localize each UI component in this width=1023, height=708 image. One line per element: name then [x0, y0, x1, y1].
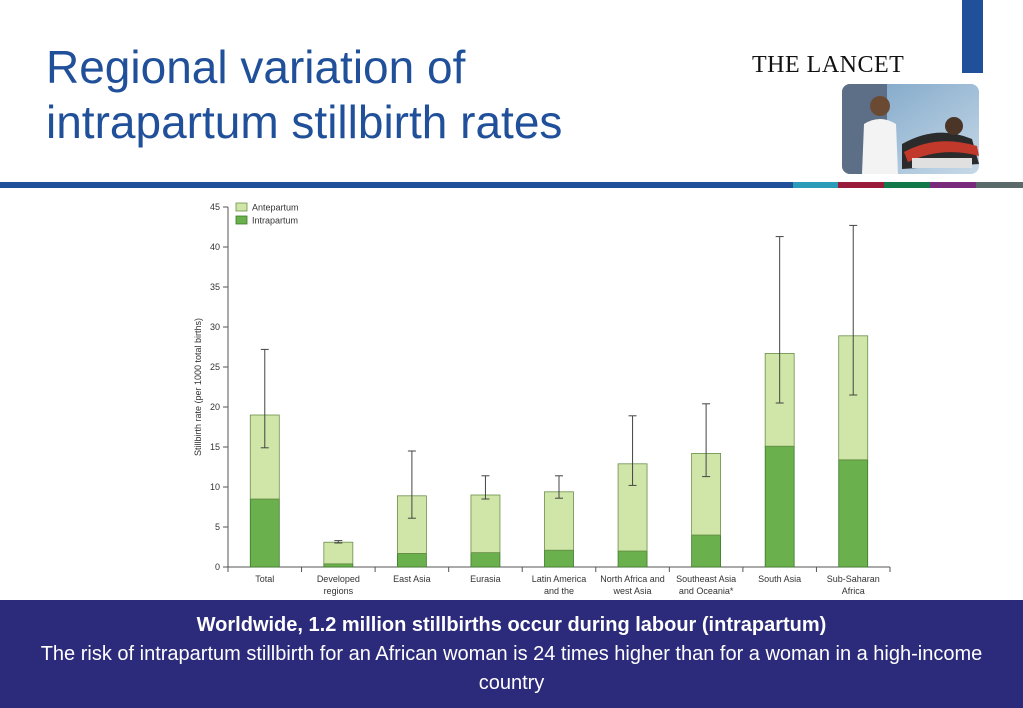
x-category-label: East Asia [393, 574, 431, 584]
legend-label-antepartum: Antepartum [252, 203, 299, 213]
x-category-label: Eurasia [470, 574, 501, 584]
rule-segment-2 [838, 182, 884, 188]
x-category-label: Sub-Saharan [827, 574, 880, 584]
bar-intrapartum [323, 563, 354, 568]
y-tick-label: 40 [210, 242, 220, 252]
y-axis-label: Stillbirth rate (per 1000 total births) [193, 318, 203, 456]
slide-title: Regional variation of intrapartum stillb… [46, 40, 746, 150]
header-rule [0, 182, 793, 188]
bar-intrapartum [544, 549, 574, 568]
y-tick-label: 20 [210, 402, 220, 412]
chart-svg: 0 5 10 15 20 25 30 35 40 45 Stillbirth rate (per 1… [193, 202, 891, 596]
stillbirth-chart: 0 5 10 15 20 25 30 35 40 45 Stillbirth rate (per 1… [178, 192, 898, 600]
bar-intrapartum [691, 534, 722, 568]
legend-swatch-antepartum [235, 202, 248, 212]
x-category-label: Latin America [532, 574, 587, 584]
x-category-label: South Asia [758, 574, 801, 584]
header-photo-image [842, 84, 979, 174]
rule-segment-5 [976, 182, 1023, 188]
bar-antepartum [323, 541, 354, 565]
x-category-label: Developed [317, 574, 360, 584]
x-category-label: regions [324, 586, 354, 596]
title-line-2: intrapartum stillbirth rates [46, 96, 563, 149]
bar-intrapartum [396, 552, 427, 568]
footer-headline: Worldwide, 1.2 million stillbirths occur… [196, 614, 827, 636]
footer-banner: Worldwide, 1.2 million stillbirths occur… [0, 600, 1023, 708]
rule-segment-4 [930, 182, 976, 188]
y-tick-label: 30 [210, 322, 220, 332]
y-tick-label: 35 [210, 282, 220, 292]
header-photo [842, 84, 979, 174]
accent-bar [962, 0, 983, 73]
y-tick-label: 15 [210, 442, 220, 452]
lancet-logo: THE LANCET [752, 52, 905, 78]
bar-antepartum [544, 491, 574, 551]
bar-intrapartum [470, 552, 501, 568]
rule-segment-1 [793, 182, 838, 188]
x-category-label: west Asia [613, 586, 652, 596]
y-tick-label: 45 [210, 202, 220, 212]
footer-body: The risk of intrapartum stillbirth for a… [40, 643, 983, 694]
legend-swatch-intrapartum [235, 215, 248, 225]
x-category-label: North Africa and [600, 574, 665, 584]
y-tick-label: 25 [210, 362, 220, 372]
x-category-label: and the [544, 586, 574, 596]
x-category-label: Southeast Asia [676, 574, 736, 584]
bar-intrapartum [838, 459, 869, 568]
y-tick-label: 5 [215, 522, 220, 532]
bar-intrapartum [617, 550, 648, 568]
x-category-label: Africa [842, 586, 865, 596]
x-category-label: and Oceania* [679, 586, 734, 596]
legend-label-intrapartum: Intrapartum [252, 216, 298, 226]
y-tick-label: 10 [210, 482, 220, 492]
bar-intrapartum [764, 445, 795, 568]
bar-intrapartum [249, 498, 280, 568]
rule-segment-3 [884, 182, 930, 188]
title-line-1: Regional variation of [46, 41, 466, 93]
bar-antepartum [470, 494, 501, 553]
x-category-label: Total [255, 574, 274, 584]
y-tick-label: 0 [215, 562, 220, 572]
